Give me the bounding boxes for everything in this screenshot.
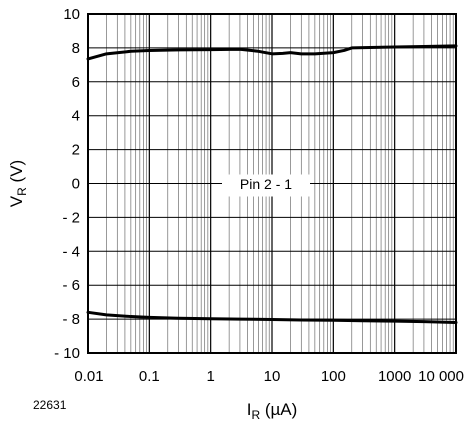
x-axis-title-main: I	[247, 400, 252, 419]
x-tick-label: 0.01	[74, 368, 103, 385]
y-tick-label: 6	[72, 74, 80, 91]
plot-frame	[87, 13, 457, 354]
figure-number: 22631	[33, 398, 67, 412]
y-tick-label: - 10	[54, 345, 80, 362]
series-line-2	[86, 310, 458, 324]
y-tick-label: - 6	[62, 277, 80, 294]
y-tick-label: 0	[72, 176, 80, 193]
y-axis-title-sub: R	[15, 187, 29, 196]
y-axis-title: VR (V)	[7, 160, 29, 207]
annotation-background	[222, 174, 310, 197]
series-layer	[86, 44, 458, 324]
series-line-1	[86, 44, 458, 61]
annotation-label: Pin 2 - 1	[240, 176, 292, 192]
x-tick-label: 1000	[378, 368, 411, 385]
x-tick-labels: 0.01 0.1 1 10 100 1000 10 000	[74, 368, 464, 385]
y-tick-label: - 8	[62, 311, 80, 328]
x-tick-label: 10	[264, 368, 281, 385]
y-tick-labels: 10 8 6 4 2 0 - 2 - 4 - 6 - 8 - 10	[54, 6, 80, 362]
x-tick-label: 10 000	[418, 368, 464, 385]
x-tick-label: 1	[206, 368, 214, 385]
x-axis-title-unit: (µA)	[260, 400, 297, 419]
y-axis-title-unit: (V)	[7, 160, 26, 187]
x-tick-label: 100	[321, 368, 346, 385]
x-axis-title: IR (µA)	[247, 400, 298, 422]
y-tick-label: - 2	[62, 209, 80, 226]
x-tick-label: 0.1	[139, 368, 160, 385]
y-tick-label: 2	[72, 142, 80, 159]
y-tick-label: 10	[63, 6, 80, 23]
y-tick-label: - 4	[62, 243, 80, 260]
y-axis-title-main: V	[7, 195, 26, 207]
y-tick-label: 8	[72, 40, 80, 57]
y-tick-label: 4	[72, 108, 80, 125]
x-axis-title-sub: R	[251, 408, 260, 422]
